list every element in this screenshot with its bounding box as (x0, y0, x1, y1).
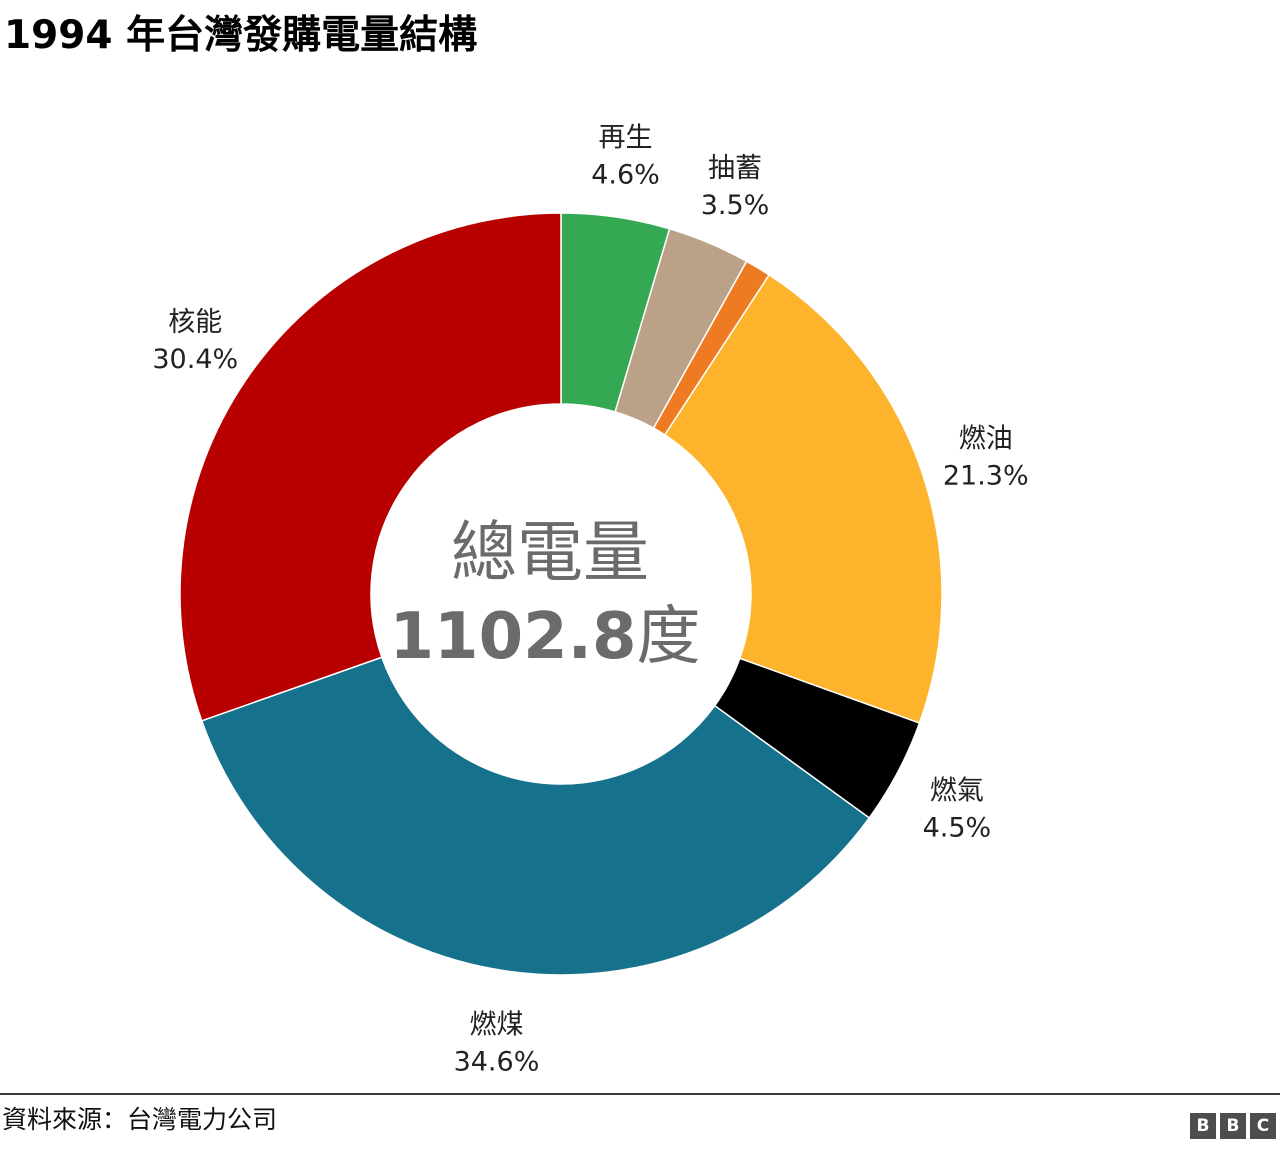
slice-value-label: 3.5% (701, 190, 770, 221)
slice-label: 燃油 (959, 424, 1013, 455)
footer-divider (0, 1093, 1280, 1095)
slices-group (179, 212, 943, 976)
slice-label: 核能 (168, 307, 222, 338)
slice-燃油 (663, 273, 943, 725)
logo-letter: C (1250, 1113, 1276, 1139)
center-total: 1102.8度 (390, 600, 701, 674)
source-note: 資料來源：台灣電力公司 (2, 1105, 278, 1134)
chart-title: 1994 年台灣發購電量結構 (4, 13, 478, 58)
slice-燃煤 (200, 656, 871, 976)
slice-value-label: 4.6% (591, 160, 660, 191)
center-caption: 總電量 (451, 514, 649, 591)
donut-chart: 再生4.6% 抽蓄3.5%燃油21.3%燃氣4.5%燃煤34.6%核能30.4% … (152, 123, 1028, 1078)
slice-value-label: 30.4% (152, 344, 238, 375)
center-value: 1102.8 (390, 600, 637, 674)
slice-label: 燃氣 (930, 776, 984, 807)
logo-letter: B (1220, 1113, 1246, 1139)
slice-label: 燃煤 (469, 1009, 523, 1040)
slice-label: 抽蓄 (708, 153, 762, 184)
logo-letter: B (1190, 1113, 1216, 1139)
center-unit: 度 (636, 600, 700, 674)
slice-value-label: 4.5% (923, 813, 992, 844)
slice-value-label: 21.3% (943, 461, 1029, 492)
labels-group: 再生 4.6% 抽蓄 3.5% 燃油 21.3% 燃氣 4.5% 燃煤 34.6% 核能 30.4% (152, 123, 1028, 1078)
slice-核能 (179, 212, 562, 722)
slice-label: 再生 (599, 123, 653, 154)
bbc-logo: B B C (1190, 1113, 1276, 1139)
slice-value-label: 34.6% (454, 1046, 540, 1077)
